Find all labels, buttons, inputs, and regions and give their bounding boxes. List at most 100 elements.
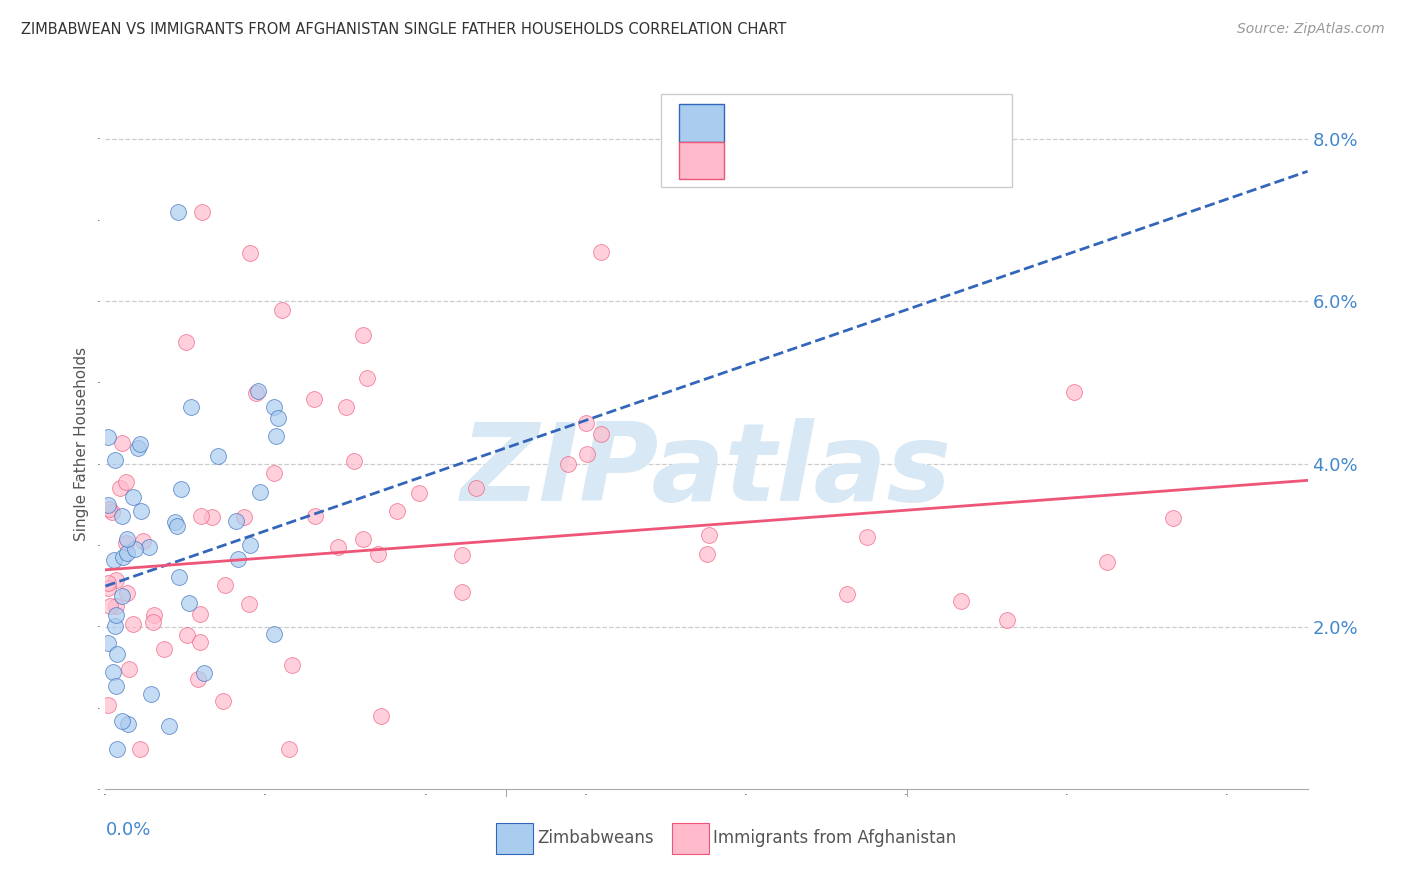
- Text: 67: 67: [896, 152, 921, 169]
- Point: [264, 429, 287, 443]
- Point: [249, 485, 271, 500]
- Text: R =: R =: [735, 114, 775, 132]
- Point: [143, 608, 166, 623]
- Text: ZIMBABWEAN VS IMMIGRANTS FROM AFGHANISTAN SINGLE FATHER HOUSEHOLDS CORRELATION C: ZIMBABWEAN VS IMMIGRANTS FROM AFGHANISTA…: [21, 22, 786, 37]
- Point: [111, 589, 134, 603]
- Point: [152, 642, 174, 657]
- Point: [98, 599, 121, 614]
- Point: [97, 498, 120, 512]
- Point: [950, 594, 973, 608]
- Point: [105, 608, 128, 623]
- Point: [239, 538, 262, 552]
- Text: N =: N =: [853, 152, 893, 169]
- Point: [97, 698, 120, 713]
- Point: [111, 436, 134, 450]
- Point: [176, 628, 198, 642]
- Point: [105, 573, 128, 587]
- Point: [177, 596, 200, 610]
- Point: [117, 716, 139, 731]
- Text: R =: R =: [735, 152, 775, 169]
- Point: [281, 658, 304, 673]
- Text: ZIPatlas: ZIPatlas: [461, 418, 952, 524]
- Point: [233, 510, 256, 524]
- Point: [97, 575, 120, 590]
- Point: [104, 599, 127, 613]
- Point: [575, 447, 598, 461]
- Point: [127, 441, 149, 455]
- Point: [246, 384, 269, 398]
- Point: [352, 532, 374, 546]
- Point: [263, 400, 285, 414]
- Point: [270, 302, 292, 317]
- Point: [408, 485, 430, 500]
- Point: [193, 666, 215, 681]
- Point: [201, 510, 224, 524]
- Point: [207, 449, 229, 463]
- Point: [212, 694, 235, 708]
- Point: [115, 586, 138, 600]
- Point: [352, 328, 374, 343]
- Point: [370, 708, 392, 723]
- Point: [108, 481, 131, 495]
- Point: [697, 528, 720, 542]
- Point: [190, 508, 212, 523]
- Point: [166, 518, 188, 533]
- Point: [169, 570, 191, 584]
- Point: [105, 741, 128, 756]
- Point: [356, 371, 378, 385]
- Point: [163, 516, 186, 530]
- Point: [263, 627, 285, 641]
- Point: [104, 618, 127, 632]
- Point: [111, 508, 134, 523]
- Point: [995, 613, 1018, 627]
- Point: [302, 392, 325, 406]
- Point: [138, 541, 160, 555]
- Point: [187, 672, 209, 686]
- Text: Immigrants from Afghanistan: Immigrants from Afghanistan: [713, 830, 956, 847]
- Point: [225, 515, 247, 529]
- Point: [1063, 384, 1085, 399]
- Point: [115, 535, 138, 549]
- Point: [111, 714, 134, 728]
- Point: [101, 505, 124, 519]
- Point: [118, 662, 141, 676]
- Point: [97, 581, 120, 595]
- Point: [105, 679, 128, 693]
- Text: 44: 44: [896, 114, 921, 132]
- Point: [103, 553, 125, 567]
- Point: [157, 719, 180, 733]
- Point: [97, 430, 120, 444]
- Point: [1097, 555, 1119, 569]
- Point: [101, 665, 124, 680]
- Point: [169, 482, 191, 496]
- Point: [97, 635, 120, 649]
- Point: [174, 335, 197, 350]
- Point: [277, 741, 299, 756]
- Point: [117, 546, 139, 560]
- Point: [450, 584, 472, 599]
- Point: [124, 542, 146, 557]
- Point: [263, 466, 285, 480]
- Point: [190, 205, 212, 219]
- Point: [343, 454, 366, 468]
- Point: [104, 453, 127, 467]
- Point: [111, 549, 134, 564]
- Point: [98, 502, 121, 516]
- Text: 0.0%: 0.0%: [105, 821, 150, 838]
- Text: N =: N =: [853, 114, 893, 132]
- Point: [367, 547, 389, 561]
- Text: 0.115: 0.115: [780, 152, 837, 169]
- Point: [188, 607, 211, 622]
- Point: [835, 587, 858, 601]
- Point: [239, 245, 262, 260]
- Point: [589, 427, 612, 442]
- Point: [245, 385, 267, 400]
- Point: [326, 541, 349, 555]
- Point: [180, 401, 202, 415]
- Point: [132, 533, 155, 548]
- Text: Source: ZipAtlas.com: Source: ZipAtlas.com: [1237, 22, 1385, 37]
- Point: [115, 475, 138, 490]
- Point: [226, 552, 249, 566]
- Point: [557, 457, 579, 471]
- Point: [214, 578, 236, 592]
